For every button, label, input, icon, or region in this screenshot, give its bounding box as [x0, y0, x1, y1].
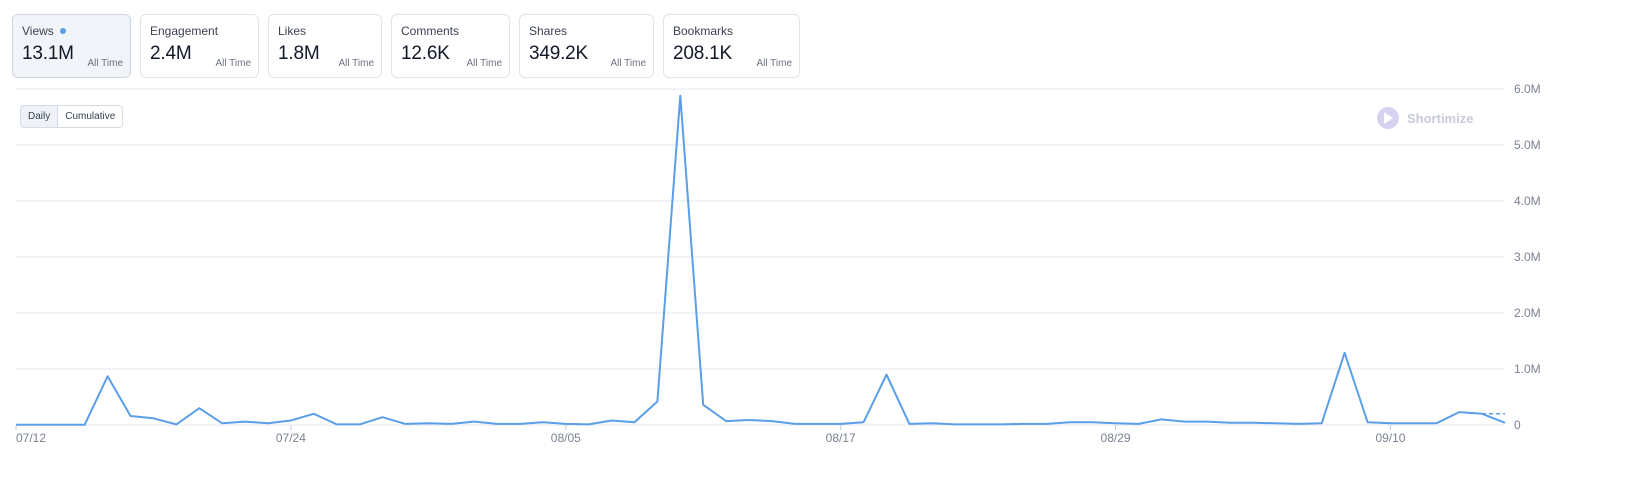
stat-period: All Time: [338, 58, 374, 69]
stat-card-bookmarks[interactable]: Bookmarks 208.1K All Time: [663, 14, 800, 78]
brand-watermark: Shortimize: [1377, 107, 1473, 129]
stat-value: 349.2K: [529, 43, 589, 64]
stat-period: All Time: [756, 58, 792, 69]
x-tick-label: 07/12: [16, 431, 46, 445]
x-tick-label: 08/05: [551, 431, 581, 445]
cumulative-toggle-button[interactable]: Cumulative: [58, 106, 123, 127]
stat-card-comments[interactable]: Comments 12.6K All Time: [391, 14, 510, 78]
stat-value: 2.4M: [150, 43, 192, 64]
views-series: [16, 94, 1506, 426]
y-tick-label: 1.0M: [1514, 362, 1541, 376]
stat-card-likes[interactable]: Likes 1.8M All Time: [268, 14, 382, 78]
x-axis-ticks: 07/12 07/24 08/05 08/17 08/29 09/10: [15, 425, 1406, 445]
stat-label: Views: [22, 24, 54, 38]
x-tick-label: 08/29: [1101, 431, 1131, 445]
stat-card-views[interactable]: Views 13.1M All Time: [12, 14, 131, 78]
daily-toggle-button[interactable]: Daily: [21, 106, 59, 127]
y-tick-label: 4.0M: [1514, 194, 1541, 208]
x-tick-label: 08/17: [826, 431, 856, 445]
stat-value: 13.1M: [22, 43, 74, 64]
stat-label: Comments: [401, 24, 460, 38]
active-indicator-dot-icon: [59, 28, 66, 34]
stat-card-shares[interactable]: Shares 349.2K All Time: [519, 14, 654, 78]
stat-period: All Time: [87, 58, 123, 69]
stat-period: All Time: [466, 58, 502, 69]
y-tick-label: 6.0M: [1514, 82, 1541, 96]
view-mode-toggle: Daily Cumulative: [20, 105, 124, 128]
stat-card-engagement[interactable]: Engagement 2.4M All Time: [140, 14, 259, 78]
stat-value: 1.8M: [278, 43, 320, 64]
stat-value: 12.6K: [401, 43, 450, 64]
stat-cards: Views 13.1M All Time Engagement 2.4M All…: [12, 14, 800, 78]
y-tick-label: 0: [1514, 418, 1521, 432]
stat-period: All Time: [610, 58, 646, 69]
watermark-text: Shortimize: [1407, 110, 1474, 126]
stat-value: 208.1K: [673, 43, 733, 64]
views-series-line: [16, 94, 1506, 426]
shortimize-logo-icon: [1377, 107, 1399, 129]
y-tick-label: 5.0M: [1514, 138, 1541, 152]
stat-label: Shares: [529, 24, 568, 38]
grid-lines: [16, 88, 1505, 426]
x-tick-label: 09/10: [1375, 431, 1405, 445]
y-axis-ticks: 0 1.0M 2.0M 3.0M 4.0M 5.0M 6.0M: [1514, 82, 1541, 432]
y-tick-label: 3.0M: [1514, 250, 1541, 264]
x-tick-label: 07/24: [276, 431, 306, 445]
stat-label: Engagement: [150, 24, 219, 38]
stat-label: Likes: [278, 24, 307, 38]
stat-period: All Time: [215, 58, 251, 69]
y-tick-label: 2.0M: [1514, 306, 1541, 320]
stat-label: Bookmarks: [673, 24, 734, 38]
